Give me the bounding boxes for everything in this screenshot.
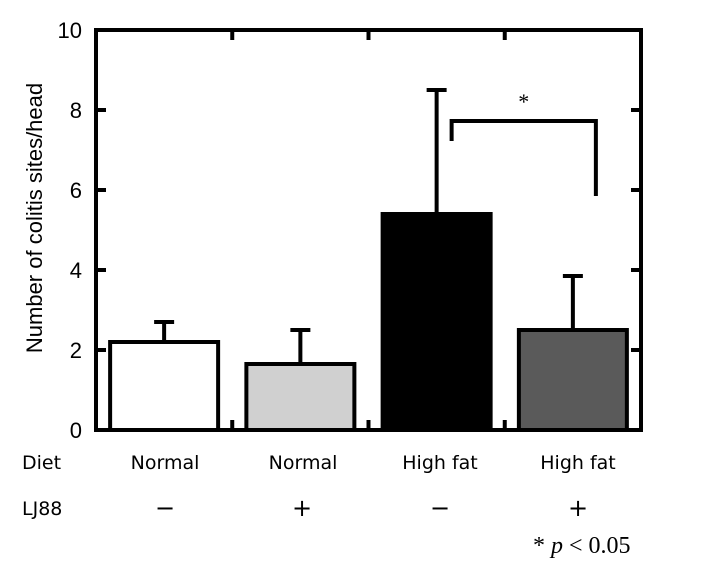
p-note-rest: < 0.05 [569,533,631,559]
significance-marker-1: * [518,89,529,114]
significance-bracket-group: * [449,89,598,196]
y-axis-ticks: 0 2 4 6 8 10 [58,18,641,443]
y-tick-label-0: 0 [70,418,82,443]
y-tick-label-6: 6 [70,178,82,203]
y-axis-title: Number of colitis sites/head [22,83,47,353]
significance-bracket-1 [449,119,598,196]
y-tick-label-4: 4 [70,258,82,283]
diet-label-3: High fat [402,452,478,474]
lj88-label-1: − [155,494,175,522]
bars-layer [108,212,629,432]
bar-1 [108,340,221,432]
lj88-label-4: + [568,494,588,522]
row-label-lj88: LJ88 [22,498,62,520]
y-tick-label-8: 8 [70,98,82,123]
plot-frame [94,28,643,432]
y-tick-label-10: 10 [58,18,82,43]
p-note-p: p [549,533,563,559]
bar-2 [244,362,357,432]
error-bars-layer [154,88,583,364]
diet-label-2: Normal [269,452,338,474]
diet-label-4: High fat [540,452,616,474]
p-note-star: * [533,533,545,559]
row-label-diet: Diet [22,452,61,474]
bar-4 [516,328,629,432]
bar-3 [380,212,493,432]
p-value-note: * p < 0.05 [533,533,631,559]
lj88-label-2: + [292,494,312,522]
lj88-label-3: − [430,494,450,522]
y-tick-label-2: 2 [70,338,82,363]
diet-label-1: Normal [131,452,200,474]
